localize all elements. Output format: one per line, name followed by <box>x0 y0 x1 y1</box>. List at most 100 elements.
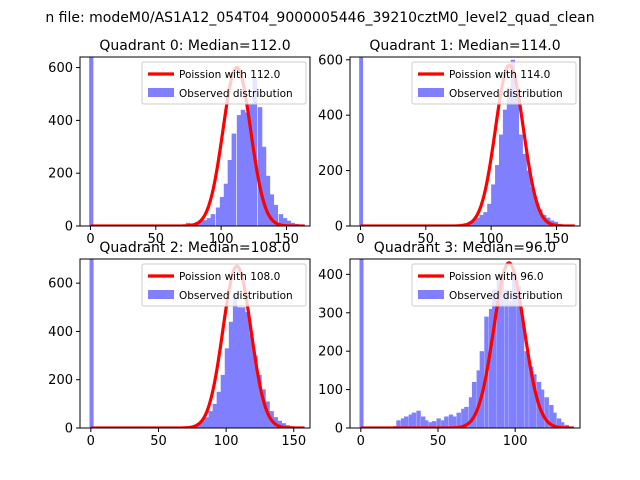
histogram-bar <box>223 183 229 226</box>
y-tick-label: 0 <box>335 422 343 437</box>
histogram-bar <box>544 397 549 428</box>
histogram-bar <box>431 421 437 428</box>
y-tick-label: 600 <box>48 277 73 292</box>
x-tick-label: 50 <box>430 434 447 449</box>
histogram-bar <box>516 285 522 428</box>
histogram-bar <box>483 212 488 226</box>
histogram-bar <box>456 412 461 428</box>
legend: Poission with 108.0 Observed distribution <box>141 263 307 307</box>
x-tick-label: 150 <box>274 232 299 247</box>
subplot-grid: Quadrant 0: Median=112.0 0 50 100 150 0 200 400… <box>48 38 581 449</box>
histogram-bar <box>424 420 429 428</box>
legend-label-observed: Observed distribution <box>449 290 563 302</box>
histogram-bar <box>282 218 288 226</box>
histogram-bar <box>261 389 266 428</box>
histogram-bar <box>475 217 480 226</box>
y-tick-label: 400 <box>48 114 73 129</box>
histogram-bar <box>219 196 225 226</box>
legend: Poission with 114.0 Observed distribution <box>411 61 577 105</box>
axes-frame <box>349 258 581 429</box>
x-tick-label: 50 <box>150 434 167 449</box>
y-tick-label: 300 <box>318 306 343 321</box>
histogram-bar <box>552 412 557 428</box>
histogram-bar <box>257 374 262 428</box>
axes-frame <box>79 56 311 227</box>
axes-frame <box>79 258 311 429</box>
histogram-bar <box>257 107 263 226</box>
figure-suptitle: n file: modeM0/AS1A12_054T04_9000005446_… <box>45 10 594 26</box>
x-tick-label: 0 <box>357 434 365 449</box>
histogram-bar <box>202 220 208 226</box>
plot-area <box>359 259 575 428</box>
histogram-bar <box>524 351 529 428</box>
legend-label-observed: Observed distribution <box>179 290 293 302</box>
legend: Poission with 112.0 Observed distribution <box>141 61 307 105</box>
histogram-bar <box>491 184 496 226</box>
plot-area <box>89 57 306 226</box>
histogram-bar <box>487 203 492 226</box>
histogram-bar <box>232 292 238 428</box>
histogram-bar <box>508 301 514 428</box>
histogram-bar <box>436 418 441 428</box>
histogram-bar <box>428 422 434 428</box>
histogram-bar <box>244 112 250 226</box>
histogram-bar <box>530 187 535 226</box>
x-tick-label: 100 <box>479 232 504 247</box>
histogram-bar <box>471 381 477 428</box>
y-tick-label: 200 <box>318 345 343 360</box>
histogram-bar <box>512 274 517 428</box>
histogram-bar <box>204 417 209 428</box>
histogram-bar <box>468 397 474 428</box>
histogram-bar <box>502 109 508 226</box>
x-tick-label: 100 <box>214 434 239 449</box>
y-tick-label: 0 <box>65 220 73 235</box>
histogram-bar <box>228 321 234 428</box>
y-tick-label: 200 <box>48 373 73 388</box>
x-tick-label: 0 <box>87 434 95 449</box>
legend-label-observed: Observed distribution <box>449 88 563 100</box>
subplot-quadrant-3: Quadrant 3: Median=96.0 0 50 100 0 100 200 300 4… <box>318 240 581 449</box>
histogram-bar <box>241 307 246 428</box>
subplot-quadrant-0: Quadrant 0: Median=112.0 0 50 100 150 0 200 400… <box>48 38 311 247</box>
histogram-bar <box>416 410 421 428</box>
histogram-bar-zero <box>359 57 364 226</box>
histogram-bar <box>208 411 213 428</box>
y-tick-label: 400 <box>318 268 343 283</box>
y-tick-label: 600 <box>48 61 73 76</box>
histogram-bar <box>220 374 226 428</box>
histogram-bar <box>464 406 469 428</box>
histogram-bar <box>532 374 537 428</box>
legend-box <box>141 61 307 105</box>
legend-label-poisson: Poission with 112.0 <box>179 69 280 81</box>
histogram-bar <box>400 418 406 428</box>
histogram-bar <box>441 420 446 428</box>
histogram-bar <box>495 165 500 226</box>
histogram-bar <box>249 333 254 428</box>
histogram-bar <box>216 391 222 428</box>
x-tick-label: 100 <box>209 232 234 247</box>
histogram-bar <box>421 416 426 428</box>
legend-swatch-observed <box>418 88 444 97</box>
y-tick-label: 600 <box>318 53 343 68</box>
histogram-bar <box>534 201 539 226</box>
histogram-bar <box>404 416 409 428</box>
legend-label-poisson: Poission with 114.0 <box>449 69 550 81</box>
histogram-bar <box>498 134 504 226</box>
histogram-bar <box>510 59 516 226</box>
legend-box <box>411 61 577 105</box>
x-tick-label: 100 <box>503 434 528 449</box>
x-tick-label: 0 <box>356 232 364 247</box>
histogram-bar <box>559 422 565 428</box>
histogram-bar <box>206 218 212 226</box>
histogram-bar-zero <box>89 259 94 428</box>
subplot-title: Quadrant 3: Median=96.0 <box>374 240 556 256</box>
histogram-bar <box>496 278 502 428</box>
axes-frame <box>349 56 581 227</box>
histogram-bar <box>261 146 267 226</box>
histogram-bar <box>411 412 417 428</box>
histogram-bar <box>265 175 271 226</box>
histogram-bar <box>231 133 237 226</box>
poisson-curve <box>359 261 575 428</box>
histogram-bar <box>281 423 287 428</box>
